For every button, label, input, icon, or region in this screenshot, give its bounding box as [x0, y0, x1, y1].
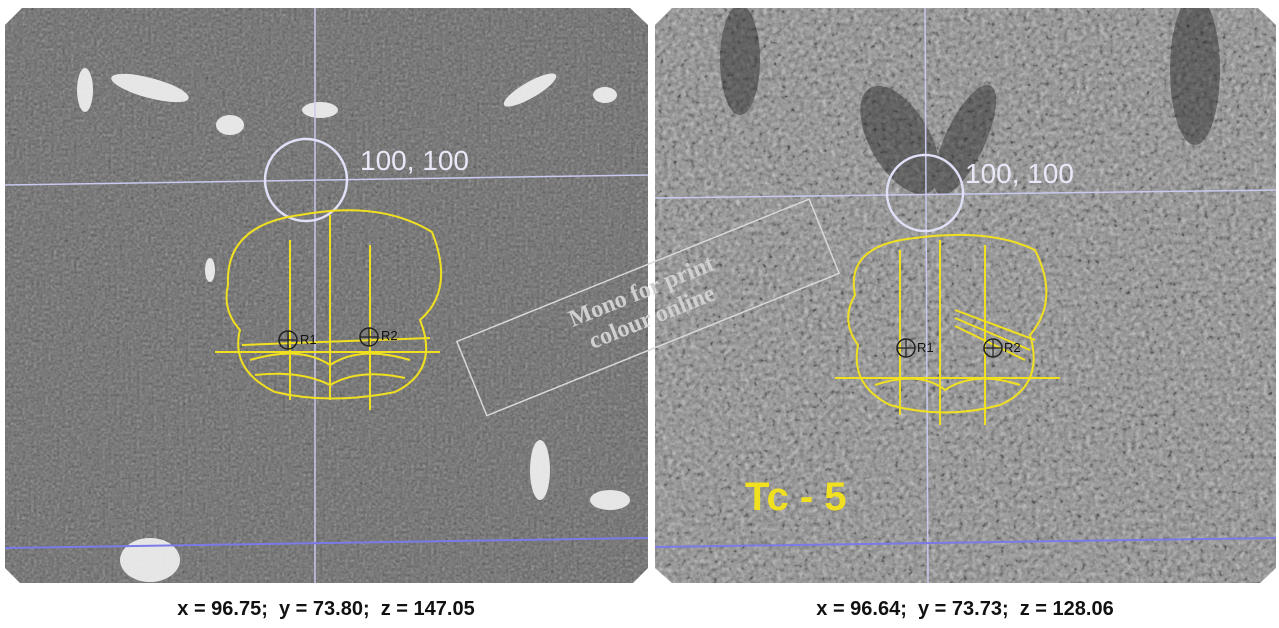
- annotation: Tc - 5: [745, 475, 847, 519]
- caption: x = 96.75; y = 73.80; z = 147.05: [177, 598, 474, 620]
- marker-label: R2: [1004, 340, 1021, 355]
- caption: x = 96.64; y = 73.73; z = 128.06: [816, 598, 1113, 620]
- marker-label: R1: [300, 332, 317, 347]
- marker-label: R2: [381, 328, 398, 343]
- position-label: 100, 100: [360, 145, 469, 176]
- figure: 100, 100 R1 R2 100, 100 R1 R2 Tc - 5: [0, 0, 1279, 628]
- marker-label: R1: [917, 340, 934, 355]
- ct-panel-left: [5, 8, 648, 583]
- position-label: 100, 100: [965, 158, 1074, 189]
